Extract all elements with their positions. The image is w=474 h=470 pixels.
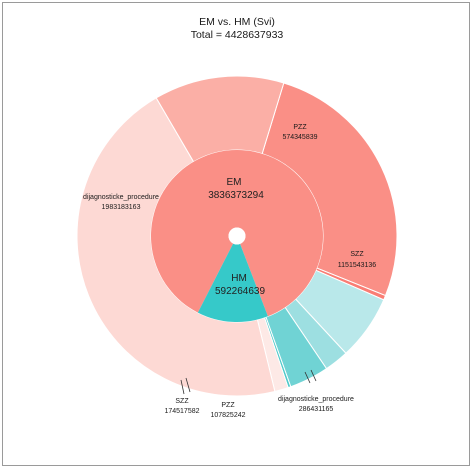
outer-ring <box>76 75 398 397</box>
leader-lines <box>180 369 317 395</box>
outer-label-pzz-hm-name: PZZ <box>221 402 235 409</box>
center-hole <box>228 227 246 245</box>
leader-line-szz-hm-2 <box>185 377 191 393</box>
outer-label-szz-em-name: SZZ <box>350 251 364 258</box>
chart-title: EM vs. HM (Svi) <box>199 16 275 28</box>
outer-label-pzz-em-value: 574345839 <box>282 134 317 141</box>
inner-slice-hm <box>197 243 268 322</box>
inner-ring <box>150 149 323 322</box>
outer-label-dij-em-name: dijagnosticke_procedure <box>83 194 159 201</box>
outer-label-szz-hm-value: 174517582 <box>164 408 199 415</box>
leader-line-dij-hm-2 <box>310 369 317 382</box>
outer-label-dij-em-value: 1983183163 <box>102 204 141 211</box>
leader-line-szz-hm <box>180 379 185 395</box>
inner-slice-em <box>150 149 323 317</box>
inner-label-hm-value: 592264639 <box>215 286 265 297</box>
inner-label-hm-name: HM <box>231 273 247 284</box>
chart-subtitle: Total = 4428637933 <box>191 29 284 41</box>
outer-label-pzz-hm-value: 107825242 <box>210 412 245 419</box>
outer-label-dij-hm-name: dijagnosticke_procedure <box>278 396 354 403</box>
outer-label-szz-hm-name: SZZ <box>175 398 189 405</box>
outer-label-dij-hm-value: 286431165 <box>299 406 334 413</box>
leader-line-dij-hm <box>304 371 311 384</box>
outer-label-szz-em-value: 1151543136 <box>338 262 377 269</box>
outer-label-pzz-em-name: PZZ <box>293 124 307 131</box>
inner-label-em-value: 3836373294 <box>208 190 264 201</box>
inner-label-em-name: EM <box>227 177 242 188</box>
